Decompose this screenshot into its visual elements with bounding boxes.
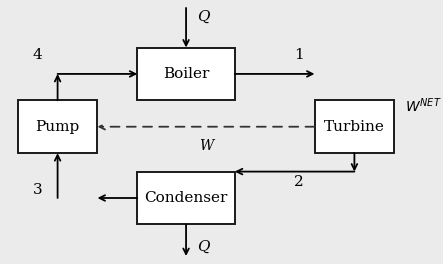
Text: 2: 2	[294, 175, 304, 189]
Bar	[137, 172, 235, 224]
Text: Boiler: Boiler	[163, 67, 209, 81]
Text: Pump: Pump	[35, 120, 80, 134]
Text: Condenser: Condenser	[144, 191, 228, 205]
Text: 3: 3	[33, 183, 43, 197]
Text: Turbine: Turbine	[324, 120, 385, 134]
Bar	[18, 100, 97, 153]
Bar	[137, 48, 235, 100]
Text: Q: Q	[197, 240, 210, 254]
Text: 1: 1	[294, 48, 304, 63]
Text: 4: 4	[33, 48, 43, 63]
Text: Q: Q	[197, 10, 210, 24]
Text: W: W	[199, 139, 213, 153]
Text: $W^{NET}$: $W^{NET}$	[405, 96, 442, 115]
Bar	[315, 100, 394, 153]
